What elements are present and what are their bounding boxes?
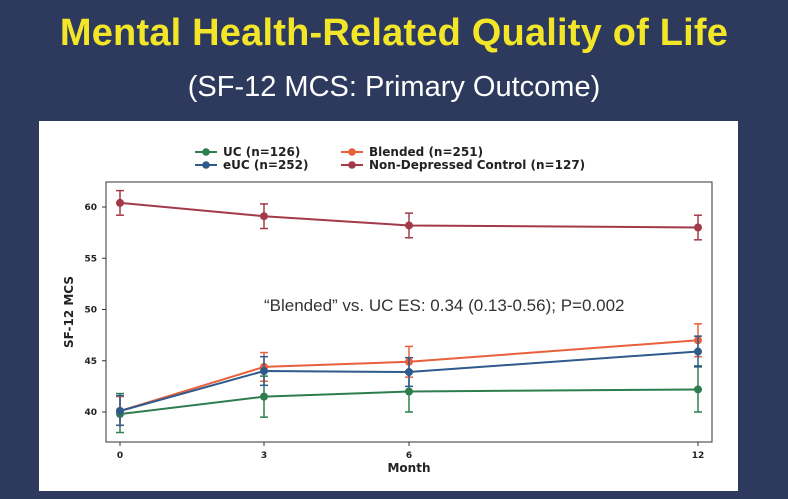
x-tick-label: 12 — [692, 451, 705, 461]
series-non-depressed — [116, 189, 702, 241]
legend-label-blended: Blended (n=251) — [369, 145, 483, 159]
series-line-uc — [119, 388, 699, 416]
data-point-non-depressed — [694, 223, 702, 232]
slide-title: Mental Health-Related Quality of Life — [59, 12, 729, 54]
series-euc — [116, 335, 702, 427]
slide-subtitle: (SF-12 MCS: Primary Outcome) — [187, 71, 601, 103]
data-point-non-depressed — [116, 198, 124, 207]
x-axis-label: Month — [387, 461, 430, 475]
legend: UC (n=126) Blended (n=251) eUC (n=252) N… — [195, 145, 585, 172]
y-axis-label: SF-12 MCS — [62, 276, 76, 348]
axis-ticks: 40 45 50 55 60 0 3 6 12 — [84, 203, 704, 461]
x-tick-label: 6 — [406, 451, 412, 461]
series-line-euc — [119, 350, 699, 412]
data-point-euc — [260, 367, 268, 375]
line-chart: UC (n=126) Blended (n=251) eUC (n=252) N… — [62, 145, 713, 475]
y-tick-label: 40 — [84, 408, 97, 418]
legend-item-non-depressed: Non-Depressed Control (n=127) — [341, 158, 585, 172]
series-line-non-depressed — [119, 201, 699, 229]
data-point-euc — [405, 368, 413, 377]
y-tick-label: 55 — [84, 254, 97, 264]
series-uc — [116, 365, 702, 434]
legend-label-non-depressed: Non-Depressed Control (n=127) — [369, 158, 585, 172]
data-point-euc — [116, 406, 124, 415]
legend-label-euc: eUC (n=252) — [223, 158, 308, 172]
y-tick-label: 45 — [84, 357, 97, 367]
y-tick-label: 60 — [84, 203, 97, 213]
series-line-blended — [119, 339, 699, 412]
data-point-euc — [694, 347, 702, 356]
series-layer — [116, 189, 702, 434]
data-point-non-depressed — [260, 212, 268, 221]
legend-item-uc: UC (n=126) — [195, 145, 300, 159]
legend-item-euc: eUC (n=252) — [195, 158, 308, 172]
legend-item-blended: Blended (n=251) — [341, 145, 483, 159]
chart-panel: UC (n=126) Blended (n=251) eUC (n=252) N… — [39, 121, 738, 491]
effect-size-annotation: “Blended” vs. UC ES: 0.34 (0.13-0.56); P… — [264, 296, 625, 315]
legend-label-uc: UC (n=126) — [223, 145, 300, 159]
data-point-uc — [260, 392, 268, 401]
x-tick-label: 3 — [261, 451, 267, 461]
data-point-non-depressed — [405, 221, 413, 230]
y-tick-label: 50 — [84, 306, 97, 316]
data-point-uc — [405, 387, 413, 396]
x-tick-label: 0 — [117, 451, 123, 461]
data-point-uc — [694, 385, 702, 394]
